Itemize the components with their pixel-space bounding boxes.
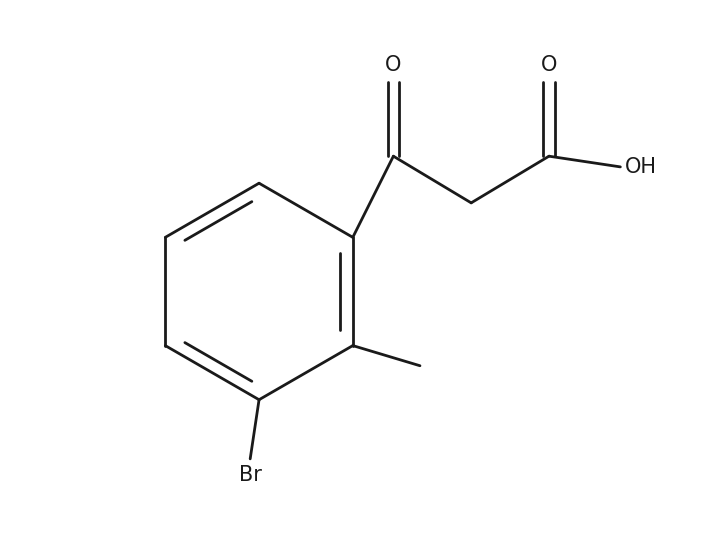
Text: O: O: [540, 55, 557, 75]
Text: OH: OH: [625, 157, 656, 177]
Text: Br: Br: [238, 465, 261, 485]
Text: O: O: [385, 55, 401, 75]
